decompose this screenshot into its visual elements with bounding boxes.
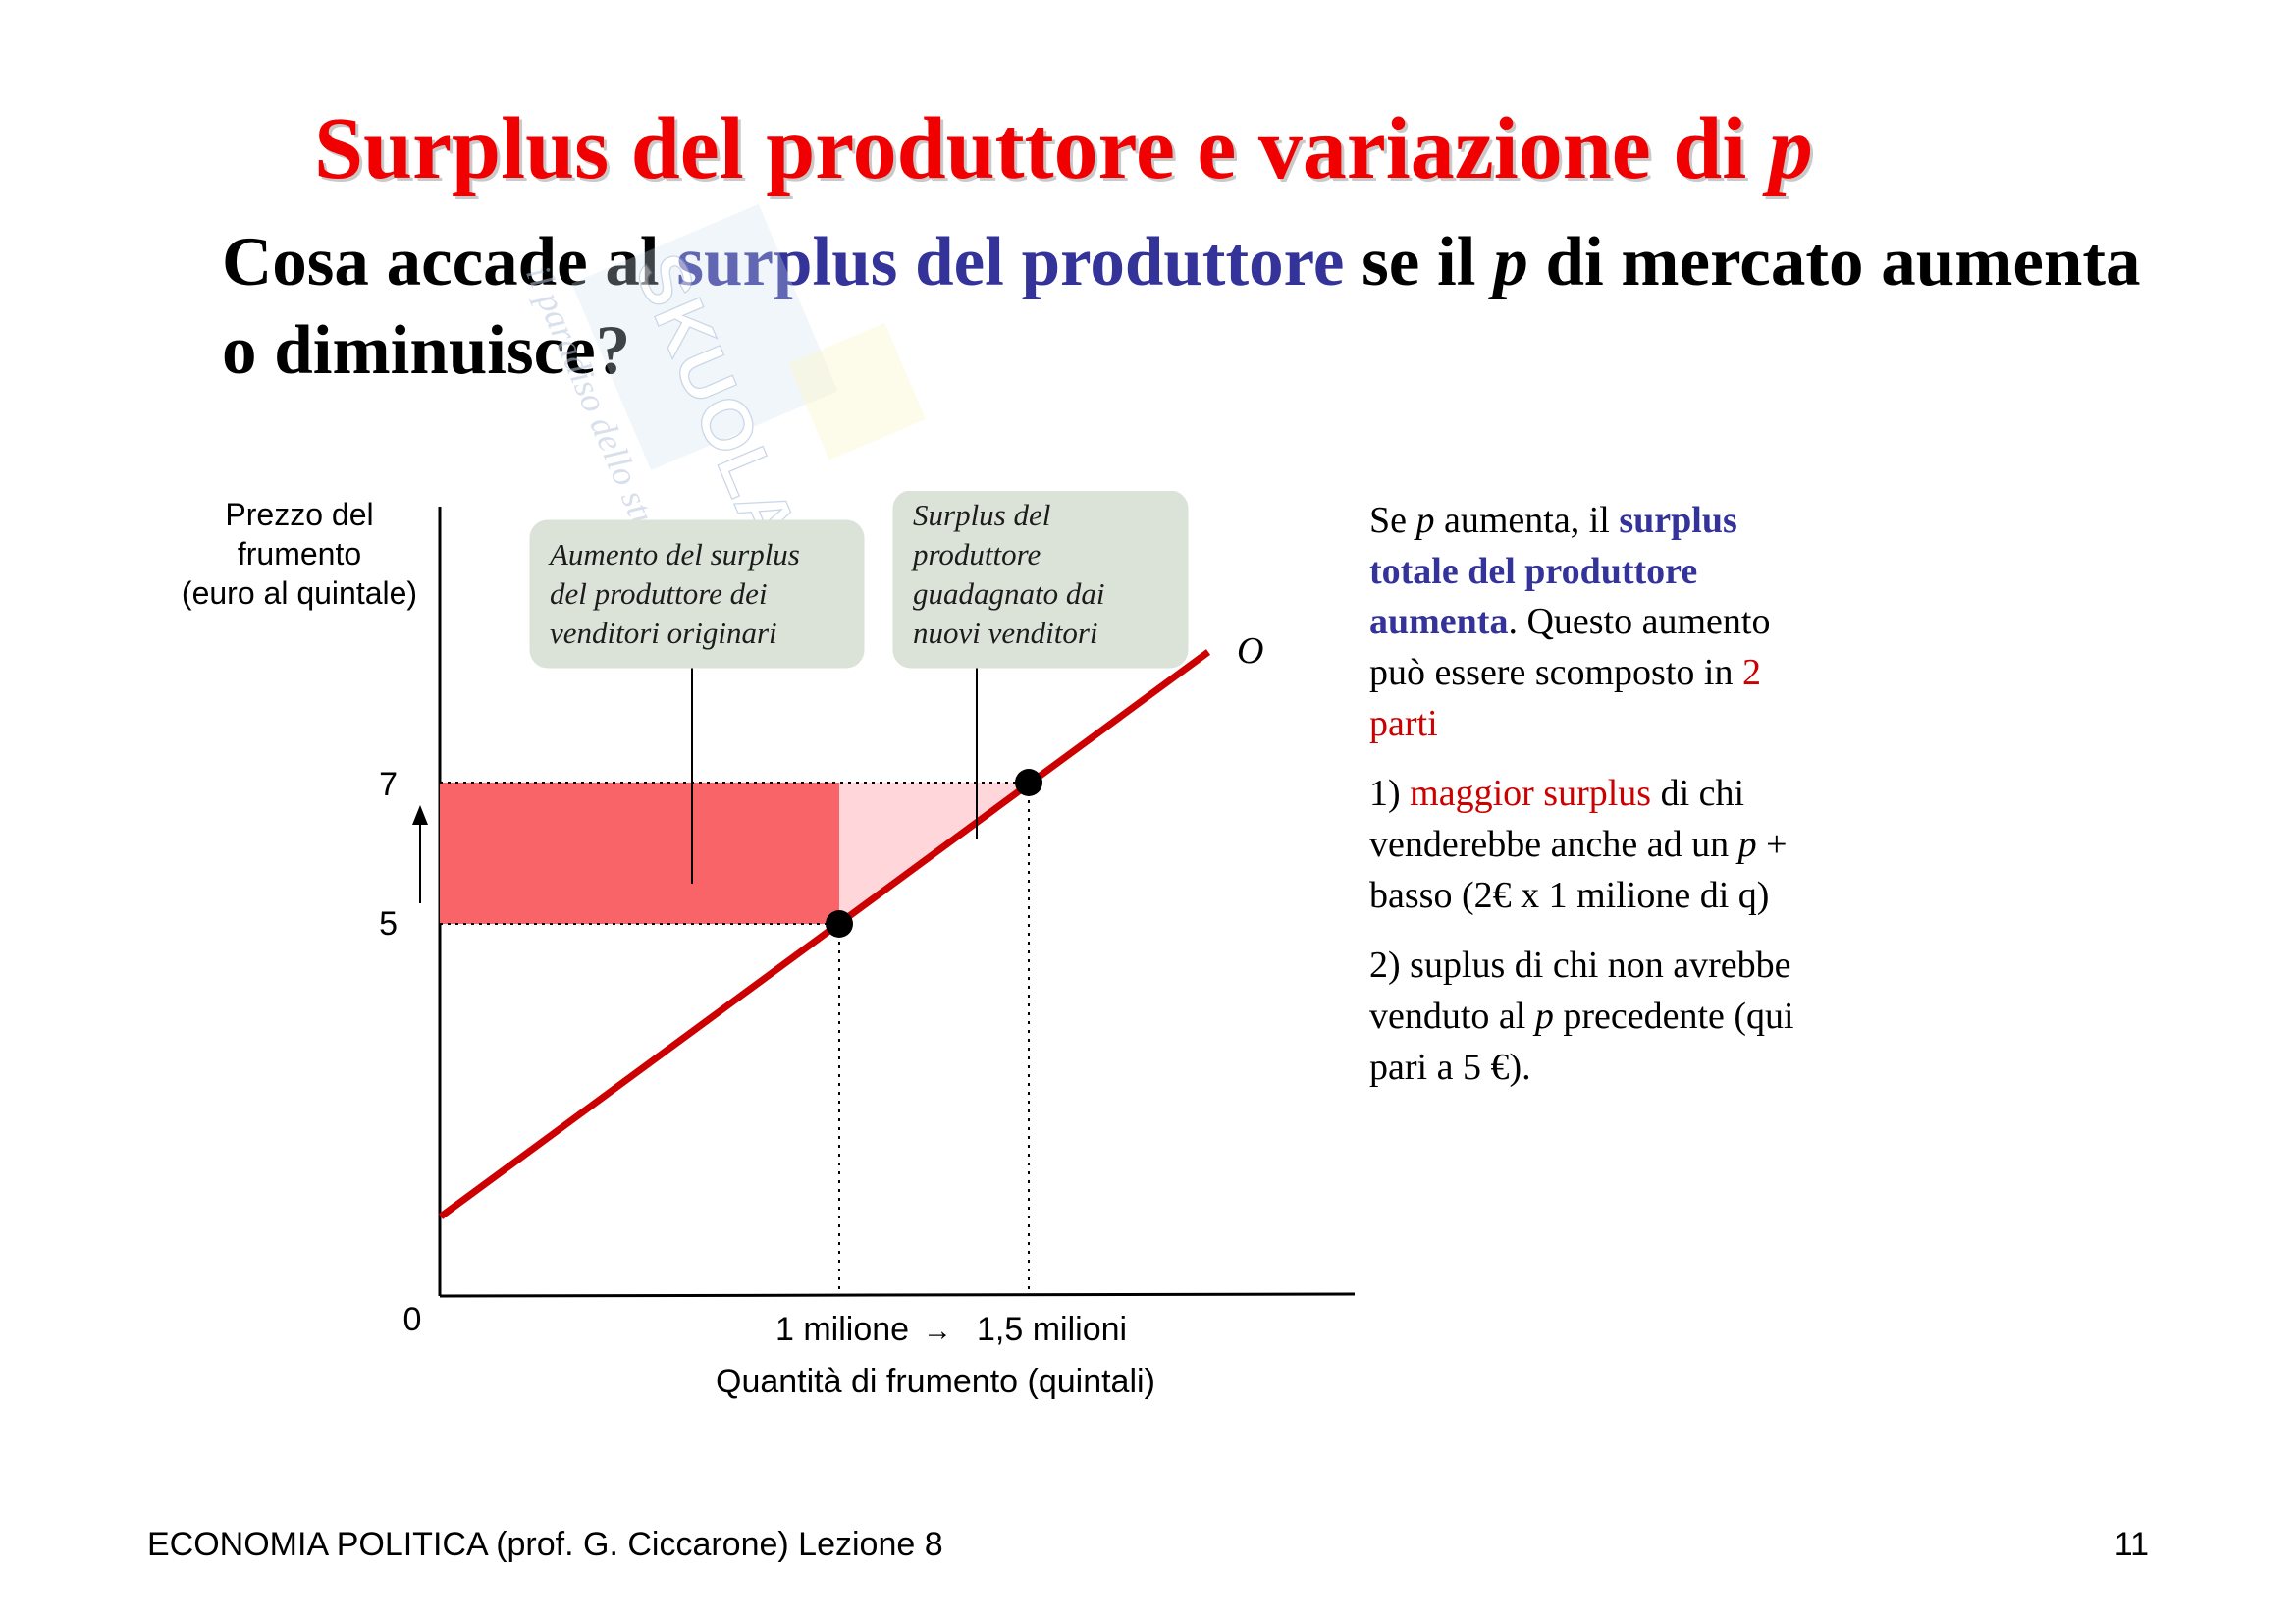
svg-text:nuovi venditori: nuovi venditori xyxy=(913,616,1098,650)
svg-text:del produttore dei: del produttore dei xyxy=(550,576,768,611)
svg-text:7: 7 xyxy=(379,766,398,803)
svg-text:1,5 milioni: 1,5 milioni xyxy=(977,1311,1127,1348)
svg-text:guadagnato dai: guadagnato dai xyxy=(913,576,1104,611)
svg-text:→: → xyxy=(923,1315,952,1347)
svg-text:0: 0 xyxy=(403,1301,422,1338)
svg-text:venditori originari: venditori originari xyxy=(550,616,777,650)
svg-text:(euro al quintale): (euro al quintale) xyxy=(182,575,417,611)
svg-text:frumento: frumento xyxy=(238,536,361,571)
svg-text:Surplus del: Surplus del xyxy=(913,498,1050,532)
svg-text:Quantità di frumento (quintali: Quantità di frumento (quintali) xyxy=(716,1363,1155,1400)
svg-text:O: O xyxy=(1237,630,1263,672)
svg-text:Aumento del surplus: Aumento del surplus xyxy=(548,537,800,571)
svg-text:5: 5 xyxy=(379,905,398,943)
svg-text:produttore: produttore xyxy=(911,537,1041,571)
svg-text:Prezzo del: Prezzo del xyxy=(225,497,373,532)
svg-text:1 milione: 1 milione xyxy=(775,1311,909,1348)
